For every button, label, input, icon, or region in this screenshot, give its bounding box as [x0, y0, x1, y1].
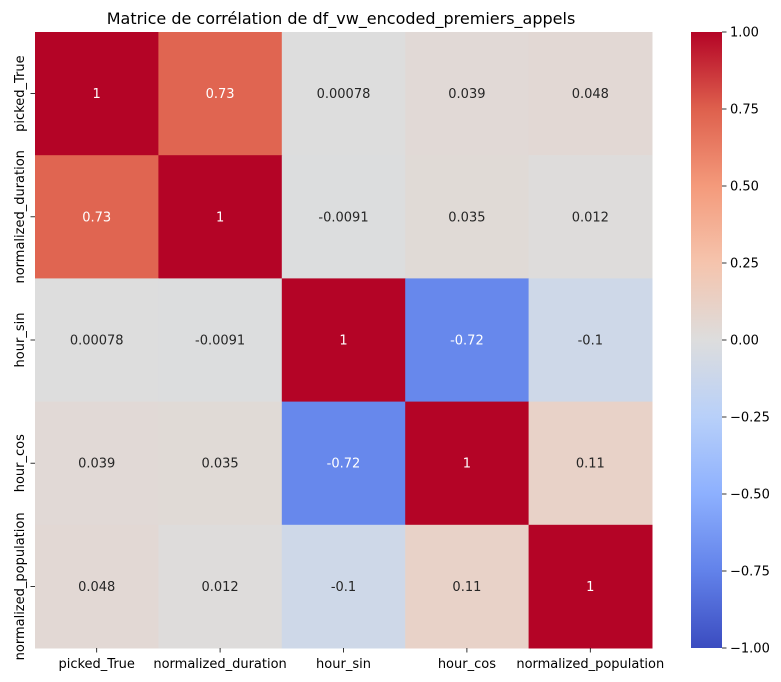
x-axis-ticks: picked_True normalized_duration hour_sin ho…: [58, 648, 664, 672]
colorbar-tick-label-2: 0.50: [730, 180, 759, 195]
heatmap-cell-r4-c2: [281, 524, 406, 649]
cell-value-label-r3-c3: 1: [463, 457, 471, 472]
heatmap-cell-r4-c0: [35, 524, 159, 649]
cell-value-label-r4-c3: 0.11: [452, 580, 481, 595]
heatmap-cell-r2-c0: [35, 278, 159, 403]
cell-value-label-r1-c2: -0.0091: [318, 210, 368, 225]
heatmap-cell-r0-c3: [405, 32, 530, 156]
cell-value-label-r1-c1: 1: [216, 210, 224, 225]
heatmap-cell-r1-c4: [528, 155, 653, 279]
heatmap-value-labels: 1 0.73 0.00078 0.039 0.048 0.73 1 -0.0091 0.035 0…: [70, 87, 609, 595]
heatmap-cell-r2-c4: [528, 278, 653, 403]
cell-value-label-r2-c2: 1: [339, 334, 347, 349]
cell-value-label-r4-c4: 1: [586, 580, 594, 595]
cell-value-label-r0-c4: 0.048: [572, 87, 609, 102]
colorbar-tick-label-1: 0.75: [730, 103, 759, 118]
x-tick-label-1: normalized_duration: [153, 657, 286, 672]
heatmap-cell-r2-c2: [281, 278, 406, 403]
heatmap-cell-r2-c1: [158, 278, 283, 403]
colorbar-tick-label-8: −1.00: [730, 642, 770, 657]
x-tick-label-3: hour_cos: [438, 657, 496, 672]
heatmap-cell-r1-c2: [281, 155, 406, 279]
colorbar-ticks: 1.00 0.75 0.50 0.25 0.00 −0.25 −0.50 −0.75 −1.00: [722, 26, 770, 657]
cell-value-label-r2-c4: -0.1: [578, 334, 603, 349]
y-tick-label-2: hour_sin: [13, 313, 28, 368]
cell-value-label-r3-c0: 0.039: [78, 457, 115, 472]
heatmap-cell-r0-c1: [158, 32, 283, 156]
heatmap-cell-r3-c1: [158, 401, 283, 526]
heatmap-cell-r0-c0: [35, 32, 159, 156]
cell-value-label-r3-c4: 0.11: [576, 457, 605, 472]
y-axis-ticks: picked_True normalized_duration hour_sinho…: [13, 55, 35, 660]
cell-value-label-r2-c1: -0.0091: [195, 334, 245, 349]
cell-value-label-r1-c0: 0.73: [82, 210, 111, 225]
heatmap-cell-r3-c4: [528, 401, 653, 526]
cell-value-label-r2-c3: -0.72: [450, 334, 484, 349]
cell-value-label-r3-c1: 0.035: [201, 457, 238, 472]
heatmap-cell-r2-c3: [405, 278, 530, 403]
heatmap-cell-r1-c0: [35, 155, 159, 279]
colorbar-tick-label-3: 0.25: [730, 257, 759, 272]
heatmap-cell-r1-c3: [405, 155, 530, 279]
colorbar-tick-label-0: 1.00: [730, 26, 759, 41]
cell-value-label-r4-c2: -0.1: [331, 580, 356, 595]
cell-value-label-r0-c0: 1: [93, 87, 101, 102]
heatmap-cell-r4-c1: [158, 524, 283, 649]
cell-value-label-r0-c2: 0.00078: [317, 87, 371, 102]
colorbar-tick-label-7: −0.75: [730, 565, 770, 580]
colorbar-tick-label-4: 0.00: [730, 334, 759, 349]
cell-value-label-r1-c4: 0.012: [572, 210, 609, 225]
cell-value-label-r4-c0: 0.048: [78, 580, 115, 595]
heatmap-cells: [35, 32, 653, 649]
heatmap-cell-r3-c0: [35, 401, 159, 526]
y-tick-label-1: normalized_duration: [13, 150, 28, 283]
cell-value-label-r0-c3: 0.039: [448, 87, 485, 102]
colorbar-tick-label-6: −0.50: [730, 488, 770, 503]
x-tick-label-2: hour_sin: [316, 657, 371, 672]
heatmap-cell-r0-c2: [281, 32, 406, 156]
cell-value-label-r4-c1: 0.012: [201, 580, 238, 595]
cell-value-label-r2-c0: 0.00078: [70, 334, 124, 349]
y-tick-label-4: normalized_population: [13, 512, 28, 660]
heatmap-cell-r0-c4: [528, 32, 653, 156]
y-tick-label-0: picked_True: [13, 55, 28, 131]
heatmap-cell-r1-c1: [158, 155, 283, 279]
cell-value-label-r3-c2: -0.72: [327, 457, 361, 472]
heatmap-cell-r3-c3: [405, 401, 530, 526]
cell-value-label-r1-c3: 0.035: [448, 210, 485, 225]
x-tick-label-4: normalized_population: [516, 657, 664, 672]
heatmap-cell-r4-c3: [405, 524, 530, 649]
heatmap-cell-r4-c4: [528, 524, 653, 649]
colorbar: [691, 32, 722, 648]
heatmap-cell-r3-c2: [281, 401, 406, 526]
cell-value-label-r0-c1: 0.73: [206, 87, 235, 102]
y-tick-label-3: hour_cos: [13, 434, 28, 492]
colorbar-tick-label-5: −0.25: [730, 411, 770, 426]
x-tick-label-0: picked_True: [58, 657, 134, 672]
chart-title: Matrice de corrélation de df_vw_encoded_…: [107, 9, 576, 29]
